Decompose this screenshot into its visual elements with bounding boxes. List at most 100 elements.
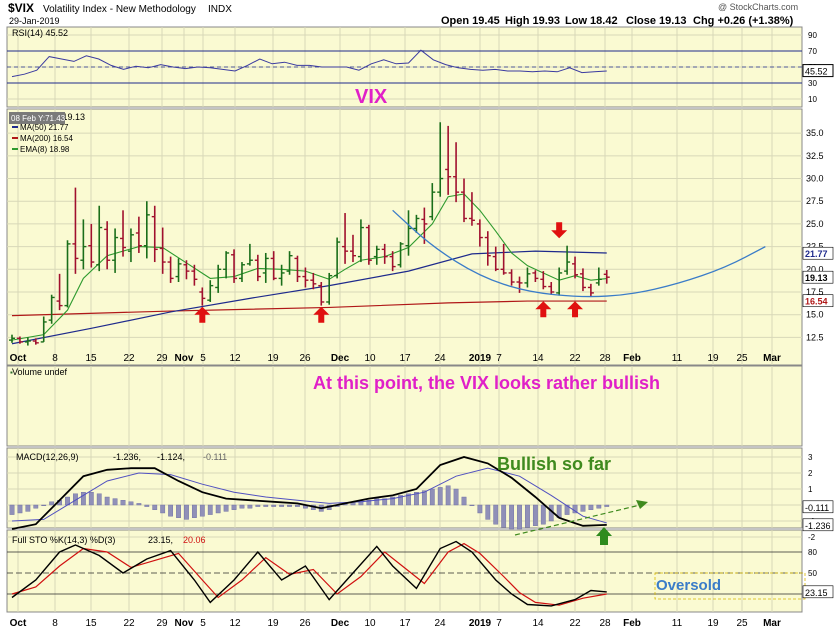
price-plot (9, 122, 766, 346)
x-tick-label-bottom: Mar (763, 618, 781, 629)
macd-histogram-bar (96, 493, 102, 506)
bullish-so-far-annotation: Bullish so far (497, 454, 611, 474)
stoch-k-value: 23.15, (148, 535, 173, 545)
x-tick-label: 24 (434, 353, 446, 364)
macd-histogram-bar (120, 500, 126, 506)
macd-signal-tag-bg (802, 500, 834, 514)
macd-histogram-bar (271, 504, 277, 507)
macd-histogram-bar (136, 503, 142, 506)
x-tick-label-bottom: 14 (532, 618, 544, 629)
macd-histogram-bar (453, 488, 459, 506)
x-tick-label: 5 (200, 353, 206, 364)
stoch-k-line (11, 540, 607, 607)
macd-histogram-bar (429, 488, 435, 506)
macd-histogram-bar (231, 504, 237, 511)
macd-histogram-bar (112, 498, 118, 506)
ema8-legend: EMA(8) 18.98 (20, 145, 70, 154)
x-tick-label-bottom: 29 (156, 618, 168, 629)
x-tick-label: 29 (156, 353, 168, 364)
ohlc-change: Chg +0.26 (+1.38%) (693, 15, 794, 27)
x-tick-label: 19 (267, 353, 279, 364)
x-tick-label: 17 (399, 353, 411, 364)
macd-histogram-bar (199, 504, 205, 517)
macd-histogram-bar (160, 504, 166, 514)
macd-histogram-bar (9, 504, 15, 515)
ma200-legend: MA(200) 16.54 (20, 134, 73, 143)
x-tick-label-bottom: Dec (331, 618, 350, 629)
ohlc-open: Open 19.45 (441, 15, 500, 27)
price-tick-label: 27.5 (806, 196, 824, 206)
rsi-current-tag (802, 64, 834, 78)
x-tick-label: 7 (496, 353, 502, 364)
macd-line (11, 456, 607, 530)
x-tick-label: Dec (331, 353, 350, 364)
bullish-annotation: At this point, the VIX looks rather bull… (313, 373, 660, 393)
price-tick-label: 35.0 (806, 128, 824, 138)
x-tick-label: 2019 (469, 353, 492, 364)
chart-date: 29-Jan-2019 (9, 16, 60, 26)
x-tick-label-bottom: 22 (123, 618, 135, 629)
green-up-arrow (596, 527, 612, 545)
stoch-label: Full STO %K(14,3) %D(3) (12, 535, 115, 545)
macd-histogram-bar (398, 495, 403, 506)
volume-label: Volume undef (12, 367, 68, 377)
x-tick-label-bottom: 19 (707, 618, 719, 629)
x-tick-label-bottom: 11 (672, 618, 683, 629)
x-tick-label-bottom: 26 (299, 618, 311, 629)
macd-histogram-bar (207, 504, 213, 515)
ohlc-high: High 19.93 (505, 15, 560, 27)
x-tick-label: 28 (599, 353, 611, 364)
x-tick-label-bottom: 12 (229, 618, 241, 629)
x-tick-label-bottom: 25 (736, 618, 748, 629)
red-up-arrow (567, 301, 584, 318)
macd-histogram-bar (191, 504, 197, 519)
macd-histogram-bar (580, 504, 586, 512)
macd-histogram-bar (437, 487, 443, 506)
macd-histogram-bar (17, 504, 23, 514)
macd-histogram-bar (247, 504, 253, 509)
rsi-current-value: 45.52 (805, 67, 828, 77)
price-tick-label: 17.5 (806, 287, 824, 297)
macd-histogram-bar (184, 504, 189, 520)
red-up-arrow (194, 306, 211, 323)
macd-histogram-bar (517, 504, 522, 530)
x-tick-label: 15 (85, 353, 97, 364)
macd-histogram-bar (215, 504, 221, 514)
watermark: @ StockCharts.com (718, 2, 798, 12)
x-tick-label-bottom: 22 (569, 618, 581, 629)
macd-histogram-bar (168, 504, 173, 517)
ma200-line (11, 300, 607, 317)
x-tick-label-bottom: 17 (399, 618, 411, 629)
macd-histogram-bar (295, 504, 300, 507)
macd-histogram-bar (239, 504, 245, 509)
ema8-swatch (12, 148, 18, 150)
macd-histogram-bar (501, 504, 507, 528)
stoch-d-line (11, 542, 607, 606)
macd-histogram-bar (564, 504, 570, 515)
macd-histogram-bar (25, 504, 31, 512)
macd-histogram-bar (128, 501, 134, 506)
x-tick-label: 25 (736, 353, 748, 364)
macd-signal-value: -1.124, (157, 452, 185, 462)
x-tick-label-bottom: 7 (496, 618, 502, 629)
rsi-tick-label: 30 (808, 79, 817, 88)
macd-histogram-bar (421, 490, 427, 506)
macd-tick-label: 2 (808, 469, 813, 478)
macd-signal-line (11, 467, 607, 524)
macd-histogram-bar (477, 504, 483, 514)
hover-box: 08 Feb Y:71.43 (11, 114, 66, 123)
axes: OctOct88151522222929NovNov55121219192626… (10, 31, 834, 629)
macd-tag-bg (802, 518, 834, 532)
projection-curve (392, 209, 766, 298)
macd-plot (9, 456, 648, 545)
x-tick-label: Feb (623, 353, 641, 364)
x-tick-label: 12 (229, 353, 241, 364)
macd-histogram-bar (525, 504, 530, 528)
macd-histogram-bar (366, 500, 372, 506)
rsi-tick-label: 10 (808, 95, 817, 104)
x-tick-label: 26 (299, 353, 311, 364)
macd-histogram-bar (414, 492, 419, 506)
x-tick-label: Oct (10, 353, 27, 364)
